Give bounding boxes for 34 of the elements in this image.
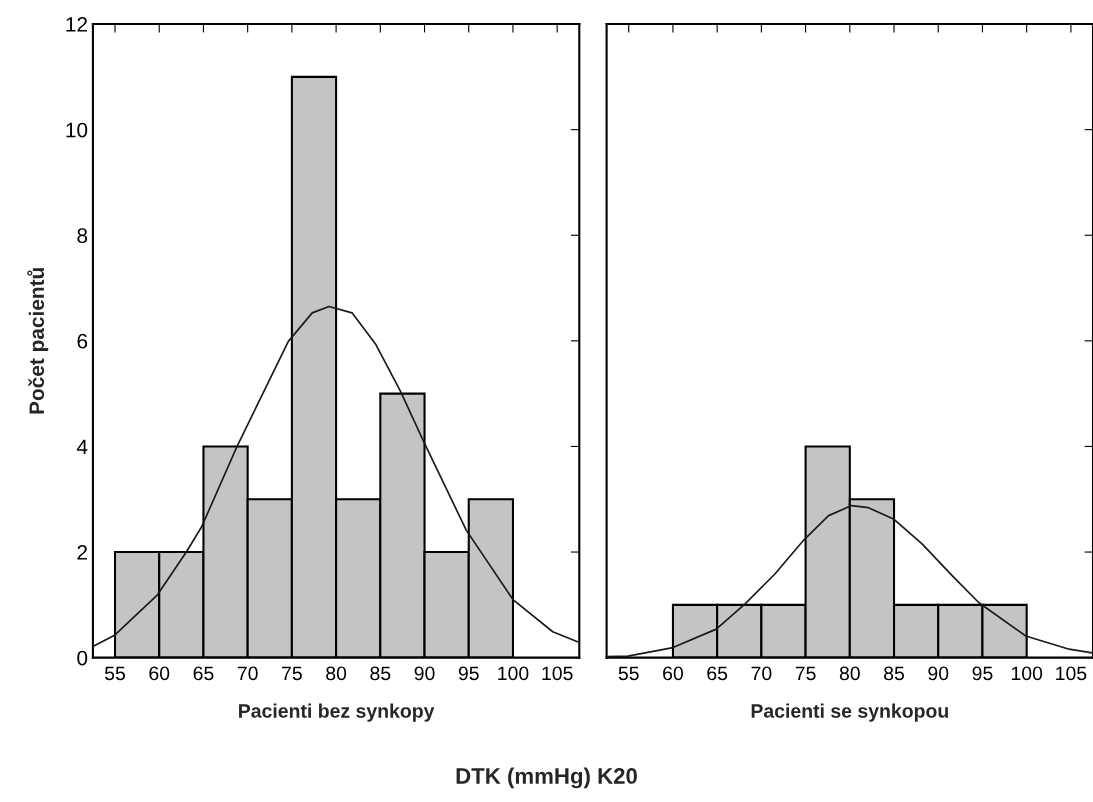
- y-tick-label: 0: [77, 650, 88, 666]
- x-tick-label: 55: [104, 666, 126, 681]
- x-tick-label: 70: [237, 666, 258, 681]
- x-tick-label: 90: [928, 666, 949, 681]
- x-tick-label: 60: [149, 666, 170, 681]
- y-tick-label: 10: [66, 122, 88, 138]
- x-tick-label: 105: [1056, 666, 1087, 681]
- x-tick-label: 90: [414, 666, 435, 681]
- x-axis-title: Pacienti se synkopou: [751, 703, 948, 722]
- text: DTK (mmHg) K20: [456, 767, 637, 789]
- x-tick-label: 100: [1011, 666, 1043, 681]
- x-axis-title: Pacienti bez synkopy: [239, 703, 435, 722]
- x-tick-label: 75: [282, 666, 302, 681]
- x-tick-label: 85: [370, 666, 391, 681]
- y-tick-label: 4: [76, 439, 88, 454]
- y-tick-label: 8: [77, 228, 88, 244]
- x-tick-label: 95: [458, 666, 479, 681]
- x-tick-label: 80: [326, 666, 347, 681]
- x-tick-label: 60: [663, 666, 683, 681]
- x-tick-label: 105: [542, 666, 573, 681]
- x-tick-label: 100: [498, 666, 529, 681]
- x-tick-label: 95: [972, 666, 993, 681]
- x-tick-label: 85: [884, 666, 905, 681]
- y-tick-label: 6: [77, 333, 88, 349]
- y-axis-title: Počet pacientů: [27, 268, 49, 414]
- line-series: [92, 305, 579, 648]
- x-tick-label: 80: [839, 666, 860, 681]
- x-tick-label: 55: [618, 666, 639, 681]
- x-tick-label: 65: [707, 666, 728, 681]
- x-tick-label: 70: [751, 666, 772, 681]
- y-tick-label: 2: [77, 545, 87, 560]
- x-tick-label: 65: [193, 666, 214, 681]
- x-tick-label: 75: [795, 666, 816, 681]
- y-tick-label: 12: [66, 17, 87, 32]
